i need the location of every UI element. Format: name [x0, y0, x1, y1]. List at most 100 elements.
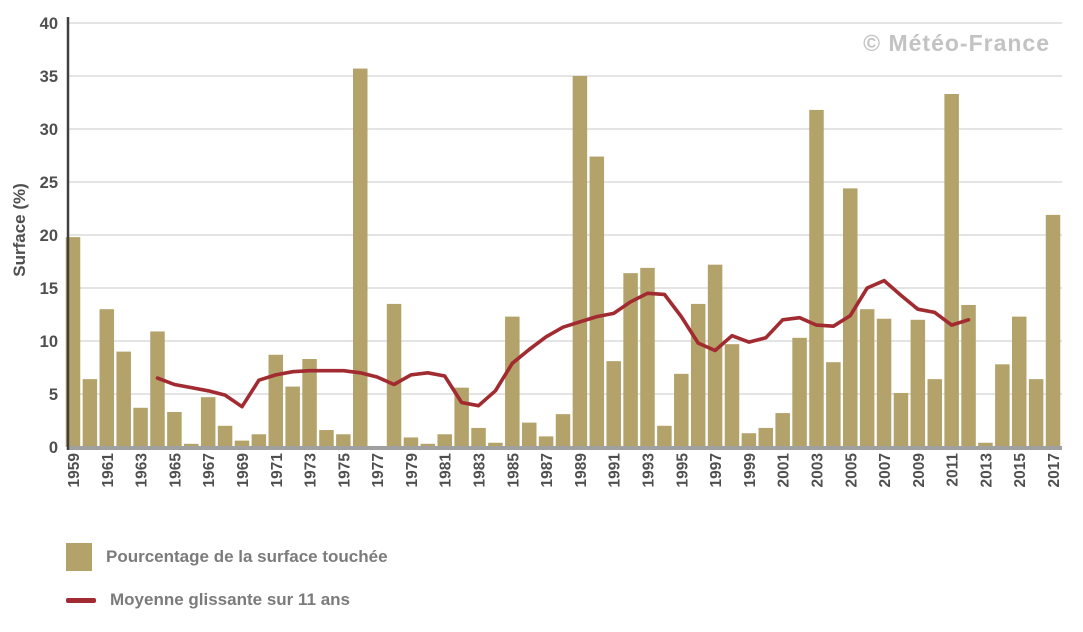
bar-1985 — [505, 316, 520, 447]
bar-1963 — [133, 407, 148, 447]
bar-swatch-icon — [66, 543, 92, 571]
bar-1972 — [285, 386, 300, 447]
bar-2007 — [876, 318, 892, 447]
x-tick-1999: 1999 — [742, 453, 759, 488]
x-tick-2017: 2017 — [1046, 453, 1063, 487]
bar-1995 — [674, 373, 689, 447]
x-tick-1975: 1975 — [336, 453, 353, 488]
bar-1997 — [707, 264, 723, 447]
bar-1971 — [268, 354, 284, 447]
bar-1988 — [555, 414, 571, 447]
bar-2015 — [1011, 316, 1027, 447]
bar-1994 — [657, 425, 672, 447]
y-tick-15: 15 — [40, 280, 58, 298]
x-tick-2001: 2001 — [776, 453, 793, 488]
bar-1987 — [538, 436, 554, 447]
bar-1975 — [336, 434, 351, 447]
bar-1962 — [116, 351, 131, 447]
y-tick-40: 40 — [40, 15, 58, 33]
x-tick-1967: 1967 — [201, 453, 218, 487]
y-tick-20: 20 — [40, 227, 58, 245]
bar-1973 — [302, 359, 317, 447]
bar-1986 — [521, 422, 537, 447]
bar-1990 — [589, 156, 605, 447]
x-tick-1973: 1973 — [303, 453, 320, 488]
bar-1968 — [217, 425, 233, 447]
bar-2013 — [978, 442, 993, 447]
x-tick-1965: 1965 — [167, 453, 184, 488]
y-tick-10: 10 — [40, 333, 58, 351]
y-axis-title: Surface (%) — [10, 183, 29, 277]
bar-2006 — [859, 309, 875, 447]
bar-1970 — [251, 434, 267, 447]
y-tick-0: 0 — [49, 439, 58, 457]
bar-1976 — [352, 68, 368, 447]
bar-1980 — [420, 443, 436, 447]
bar-2010 — [927, 379, 942, 447]
bar-1965 — [167, 412, 182, 447]
x-tick-2013: 2013 — [978, 453, 995, 488]
bar-1991 — [606, 361, 621, 447]
x-tick-2011: 2011 — [945, 453, 962, 487]
legend-label-line: Moyenne glissante sur 11 ans — [110, 590, 350, 609]
x-tick-2007: 2007 — [877, 453, 894, 487]
legend-row-line: Moyenne glissante sur 11 ans — [66, 590, 350, 610]
legend-row-bars: Pourcentage de la surface touchée — [66, 543, 388, 571]
y-tick-25: 25 — [40, 174, 58, 192]
bar-1974 — [319, 430, 334, 447]
x-tick-1985: 1985 — [505, 453, 522, 488]
x-tick-2003: 2003 — [810, 453, 827, 488]
bar-1998 — [724, 344, 740, 447]
x-tick-1979: 1979 — [404, 453, 421, 488]
bar-1983 — [471, 427, 486, 447]
bar-1959 — [65, 237, 81, 447]
bar-1964 — [150, 331, 165, 447]
bar-2011 — [944, 94, 959, 448]
x-tick-2005: 2005 — [843, 453, 860, 488]
y-tick-35: 35 — [40, 68, 58, 86]
x-tick-1983: 1983 — [472, 453, 489, 488]
bar-2004 — [826, 362, 841, 447]
bar-2012 — [961, 304, 976, 447]
bar-1961 — [99, 309, 115, 447]
y-tick-5: 5 — [49, 386, 58, 404]
x-tick-1961: 1961 — [100, 453, 117, 488]
x-tick-1959: 1959 — [66, 453, 83, 488]
bar-1967 — [200, 397, 216, 447]
x-tick-1971: 1971 — [269, 453, 286, 488]
x-tick-2009: 2009 — [911, 453, 928, 488]
bar-1960 — [82, 379, 98, 447]
x-tick-1995: 1995 — [674, 453, 691, 488]
line-swatch-icon — [66, 597, 96, 603]
legend-label-bars: Pourcentage de la surface touchée — [106, 547, 388, 566]
bar-2017 — [1045, 214, 1061, 447]
x-tick-1991: 1991 — [607, 453, 624, 488]
bar-1978 — [386, 303, 402, 447]
bar-1993 — [640, 267, 655, 447]
x-tick-1987: 1987 — [539, 453, 556, 487]
x-tick-1997: 1997 — [708, 453, 725, 487]
bar-2008 — [893, 392, 909, 447]
bar-1979 — [403, 437, 419, 447]
bar-2001 — [775, 413, 790, 447]
bar-2016 — [1028, 379, 1044, 447]
bar-1999 — [741, 433, 757, 447]
bar-2000 — [758, 427, 774, 447]
meteo-france-watermark: © Météo-France — [863, 30, 1050, 56]
bar-1996 — [690, 303, 706, 447]
bar-2014 — [995, 364, 1010, 447]
x-tick-1993: 1993 — [641, 453, 658, 488]
x-tick-1989: 1989 — [573, 453, 590, 488]
x-tick-1963: 1963 — [134, 453, 151, 488]
x-tick-1969: 1969 — [235, 453, 252, 488]
bar-2002 — [792, 337, 807, 447]
bar-1989 — [572, 76, 588, 447]
chart-svg: 0 5 10 15 20 25 30 35 40 1959 1961 1963 1965 1967 1969… — [40, 15, 1063, 488]
moving-average-line — [155, 278, 971, 409]
x-tick-2015: 2015 — [1012, 453, 1029, 488]
y-tick-30: 30 — [40, 121, 58, 139]
bar-2009 — [910, 319, 926, 447]
bar-1966 — [184, 443, 199, 447]
bar-2003 — [809, 109, 824, 448]
x-tick-1977: 1977 — [370, 453, 387, 487]
